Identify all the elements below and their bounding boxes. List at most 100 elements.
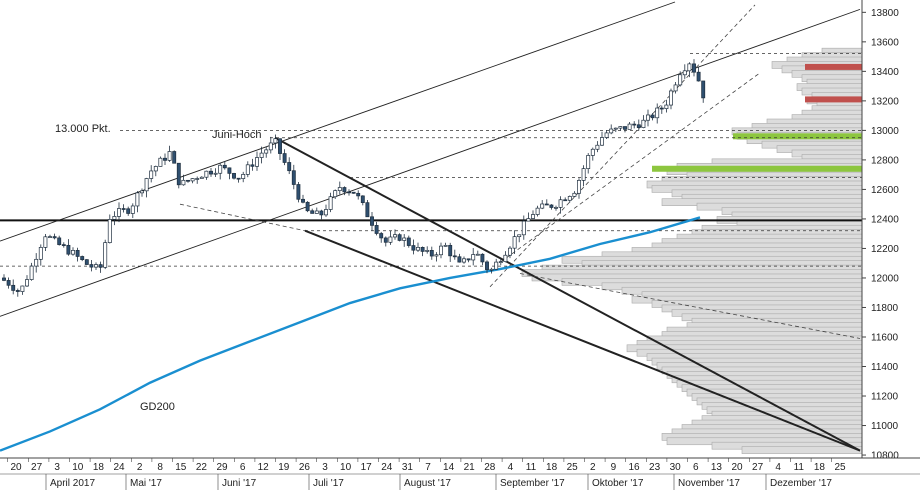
candle-body <box>273 138 278 144</box>
candle-body <box>190 178 195 182</box>
candle-body <box>586 155 591 169</box>
candle-body <box>291 170 296 185</box>
y-tick-label: 12800 <box>871 155 899 166</box>
candle-body <box>544 203 549 206</box>
candle-body <box>310 210 315 214</box>
candle-body <box>581 168 586 181</box>
x-day-label: 18 <box>814 462 826 473</box>
candle-body <box>71 250 75 255</box>
y-axis: 10800 11000 11200 11400 11600 11800 12000 12200… <box>861 0 920 462</box>
x-day-label: 16 <box>628 462 640 473</box>
y-tick-label: 13400 <box>871 67 899 78</box>
candle-body <box>222 164 227 169</box>
candle-body <box>434 254 439 257</box>
candle-body <box>176 162 181 186</box>
candle-body <box>89 264 94 268</box>
candle-body <box>199 176 204 179</box>
x-day-label: 27 <box>752 462 764 473</box>
candle-body <box>609 128 614 134</box>
candle-body <box>121 208 126 210</box>
y-tick-label: 12600 <box>871 185 899 196</box>
candle-body <box>618 126 623 129</box>
candle-body <box>163 157 167 161</box>
x-day-label: 10 <box>340 462 352 473</box>
candle-body <box>347 191 351 194</box>
y-tick-label: 12400 <box>871 214 899 225</box>
candle-body <box>57 237 62 245</box>
candle-body <box>439 245 443 256</box>
candle-body <box>512 236 517 249</box>
x-day-label: 26 <box>299 462 311 473</box>
candle-body <box>227 167 232 174</box>
x-day-label: 2 <box>137 462 143 473</box>
support-zone <box>652 165 862 172</box>
candle-body <box>241 174 246 179</box>
x-day-label: 4 <box>508 462 514 473</box>
x-day-label: 20 <box>10 462 22 473</box>
x-day-label: 14 <box>443 462 455 473</box>
x-day-label: 24 <box>113 462 125 473</box>
x-month-label: April 2017 <box>50 478 95 489</box>
candle-body <box>342 187 347 193</box>
annotation-13000: 13.000 Pkt. <box>55 123 111 135</box>
candle-body <box>324 209 328 216</box>
trendlines <box>0 1 861 452</box>
candle-body <box>264 149 269 154</box>
y-tick-label: 13200 <box>871 96 899 107</box>
candle-body <box>383 237 388 243</box>
y-axis-background <box>862 0 920 458</box>
trendline <box>494 72 761 267</box>
candle-body <box>471 254 476 261</box>
trendline <box>274 136 861 452</box>
x-day-label: 11 <box>794 462 805 473</box>
candle-body <box>558 199 563 208</box>
trendline <box>0 1 676 242</box>
candle-body <box>416 247 420 251</box>
candle-body <box>692 63 696 73</box>
candle-body <box>117 208 121 217</box>
x-day-label: 4 <box>775 462 781 473</box>
candle-body <box>489 268 494 271</box>
candle-body <box>613 127 618 130</box>
candle-body <box>144 178 149 192</box>
candle-body <box>84 259 89 265</box>
candle-body <box>411 245 416 251</box>
candle-body <box>498 261 503 263</box>
candle-body <box>43 236 48 248</box>
x-day-label: 3 <box>54 462 60 473</box>
x-day-label: 10 <box>72 462 84 473</box>
candle-body <box>209 170 213 175</box>
candle-body <box>480 253 485 263</box>
candle-body <box>2 277 6 281</box>
candle-body <box>204 170 209 178</box>
x-day-label: 8 <box>157 462 163 473</box>
candle-body <box>535 207 540 215</box>
candle-body <box>623 126 627 130</box>
x-day-label: 18 <box>93 462 105 473</box>
candle-body <box>517 234 522 238</box>
candle-body <box>149 170 154 179</box>
candle-body <box>682 70 687 76</box>
x-day-label: 23 <box>649 462 661 473</box>
candle-body <box>646 114 650 121</box>
candle-body <box>457 256 462 263</box>
candle-body <box>503 254 508 262</box>
x-day-label: 11 <box>526 462 537 473</box>
candle-body <box>268 142 273 151</box>
candle-body <box>466 258 471 261</box>
x-day-label: 25 <box>567 462 579 473</box>
candle-body <box>135 192 140 207</box>
y-tick-label: 13800 <box>871 8 899 19</box>
annotation-june-high: Juni-Hoch <box>212 129 262 141</box>
candle-body <box>351 191 356 194</box>
candle-body <box>678 74 683 86</box>
x-day-label: 24 <box>381 462 393 473</box>
candle-body <box>485 261 489 270</box>
candle-body <box>126 208 131 214</box>
candle-body <box>627 123 632 130</box>
volume-bar <box>741 446 863 454</box>
candle-body <box>158 157 163 167</box>
candle-body <box>402 237 407 241</box>
candle-body <box>140 190 144 194</box>
candle-body <box>20 285 25 292</box>
